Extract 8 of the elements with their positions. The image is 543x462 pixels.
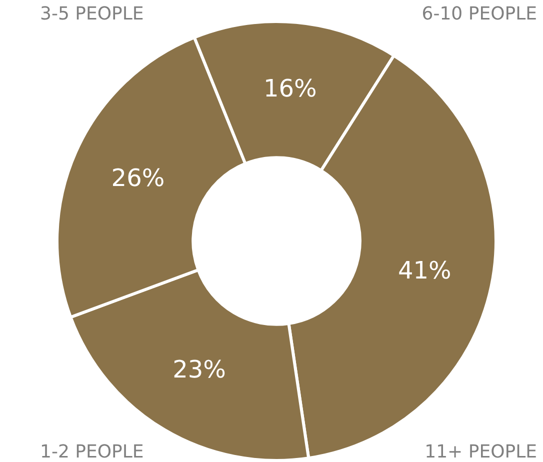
data-label: 16%: [263, 74, 317, 102]
data-label: 23%: [172, 356, 226, 384]
slice-label: 11+ PEOPLE: [424, 442, 537, 462]
data-label: 26%: [111, 164, 165, 192]
slice-label: 6-10 PEOPLE: [422, 4, 537, 25]
data-label: 41%: [398, 256, 452, 285]
slice-label: 1-2 PEOPLE: [40, 442, 144, 462]
slice-label: 3-5 PEOPLE: [40, 4, 144, 25]
